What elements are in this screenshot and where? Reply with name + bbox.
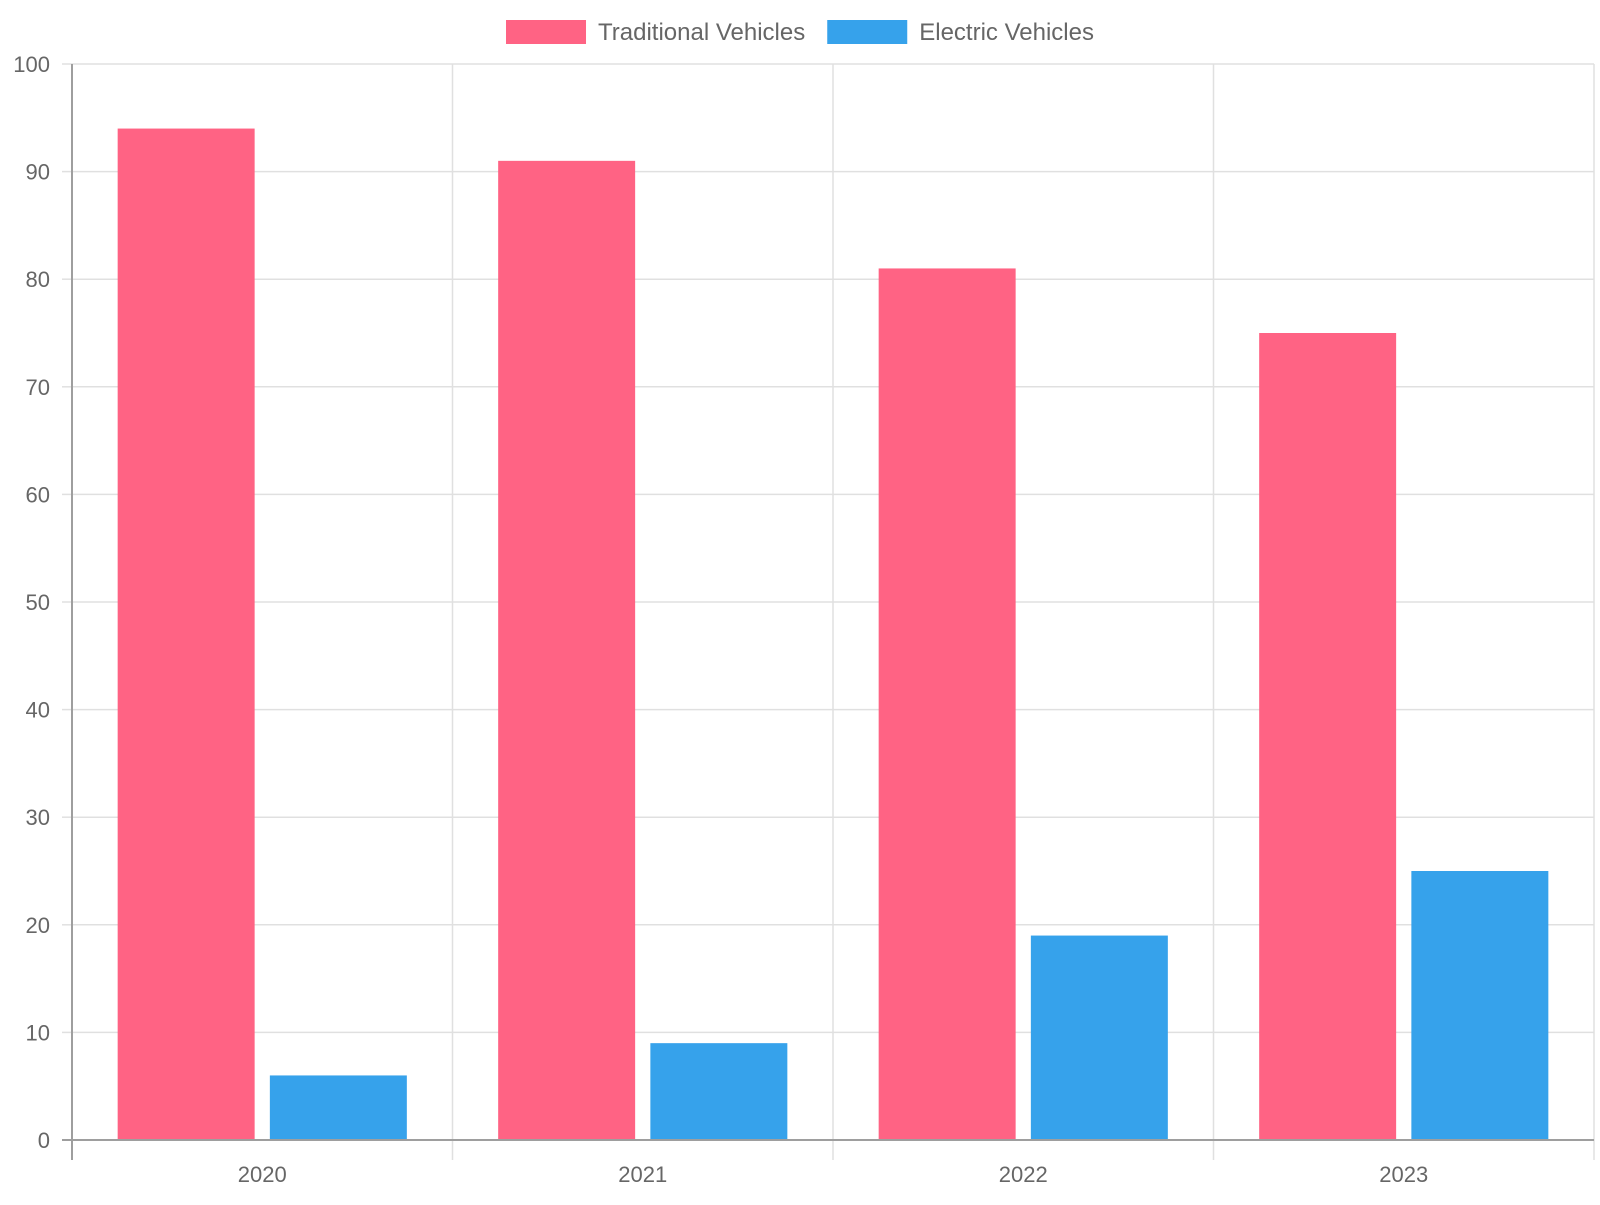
bar-traditional-vehicles-2020[interactable] xyxy=(117,128,255,1140)
bars xyxy=(117,128,1549,1141)
y-tick-label: 40 xyxy=(26,698,50,723)
y-tick-label: 100 xyxy=(13,52,50,77)
bar-traditional-vehicles-2023[interactable] xyxy=(1259,333,1397,1140)
y-tick-label: 50 xyxy=(26,590,50,615)
bar-electric-vehicles-2022[interactable] xyxy=(1030,935,1168,1140)
bar-electric-vehicles-2023[interactable] xyxy=(1411,871,1549,1140)
y-tick-label: 30 xyxy=(26,805,50,830)
axes xyxy=(62,63,1594,1160)
legend-item-traditional-vehicles[interactable]: Traditional Vehicles xyxy=(506,19,805,46)
x-axis-tick-labels: 2020 2021 2022 2023 xyxy=(238,1162,1428,1187)
y-tick-label: 70 xyxy=(26,375,50,400)
legend-item-electric-vehicles[interactable]: Electric Vehicles xyxy=(827,19,1094,46)
legend[interactable]: Traditional Vehicles Electric Vehicles xyxy=(506,19,1094,46)
y-tick-label: 10 xyxy=(26,1020,50,1045)
y-tick-label: 80 xyxy=(26,267,50,292)
y-axis-tick-labels: 0 10 20 30 40 50 60 70 80 90 100 xyxy=(13,52,50,1153)
x-tick-label: 2021 xyxy=(618,1162,667,1187)
legend-label: Traditional Vehicles xyxy=(598,19,805,46)
bar-traditional-vehicles-2022[interactable] xyxy=(878,268,1016,1140)
bar-electric-vehicles-2021[interactable] xyxy=(650,1043,788,1140)
y-tick-label: 20 xyxy=(26,913,50,938)
x-tick-label: 2023 xyxy=(1379,1162,1428,1187)
legend-label: Electric Vehicles xyxy=(919,19,1094,46)
grid-lines xyxy=(72,63,1595,1160)
y-tick-label: 60 xyxy=(26,482,50,507)
legend-swatch xyxy=(506,20,587,44)
x-tick-label: 2022 xyxy=(999,1162,1048,1187)
y-tick-label: 90 xyxy=(26,160,50,185)
legend-swatch xyxy=(827,20,908,44)
bar-electric-vehicles-2020[interactable] xyxy=(269,1075,407,1140)
bar-traditional-vehicles-2021[interactable] xyxy=(498,160,636,1141)
y-tick-label: 0 xyxy=(38,1128,50,1153)
x-tick-label: 2020 xyxy=(238,1162,287,1187)
